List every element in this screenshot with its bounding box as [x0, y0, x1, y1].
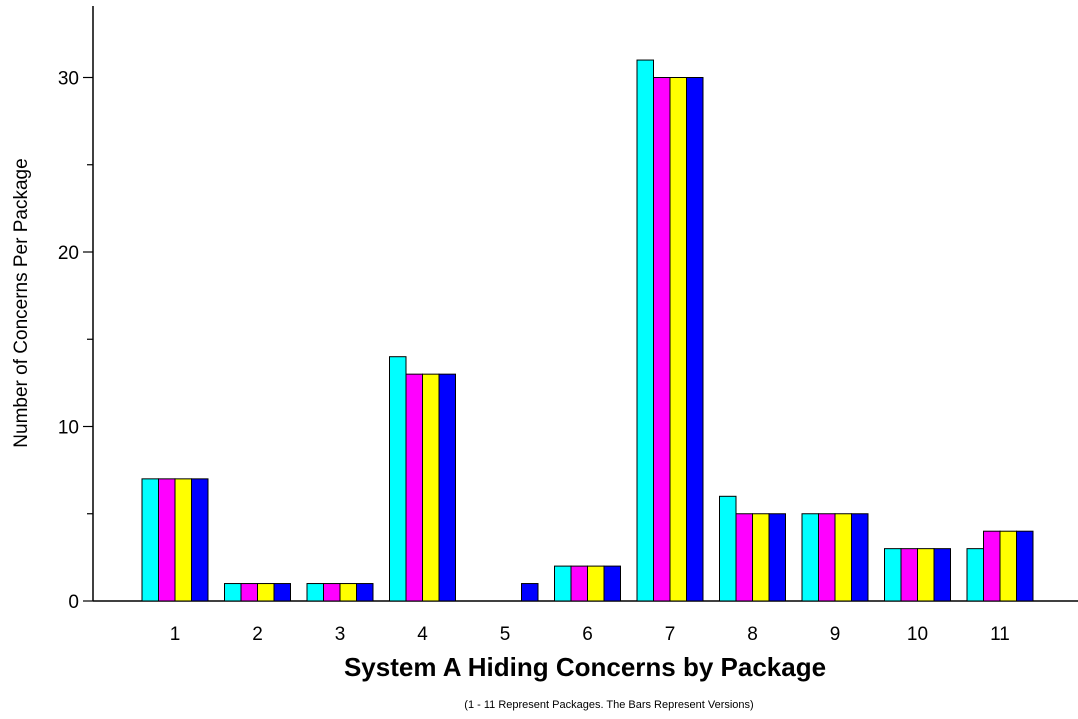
x-ticks: 1 2 3 4 5 6 7 8 9 10 11: [170, 624, 1010, 645]
bar-package-7-version-2: [653, 77, 671, 602]
x-tick-label: 4: [417, 624, 428, 645]
bar-package-4-version-4: [438, 373, 456, 602]
bar-package-2-version-3: [257, 583, 275, 602]
bar-package-3-version-2: [323, 583, 341, 602]
bar-package-10-version-2: [900, 548, 918, 602]
bar-package-3-version-3: [339, 583, 357, 602]
bar-package-6-version-1: [554, 565, 572, 602]
bar-package-2-version-2: [240, 583, 258, 602]
bar-package-10-version-4: [933, 548, 951, 602]
bar-package-4-version-3: [422, 373, 440, 602]
bar-package-11-version-4: [1016, 530, 1034, 602]
x-tick-label: 3: [335, 624, 346, 645]
bar-package-11-version-3: [999, 530, 1017, 602]
y-axis-label: Number of Concerns Per Package: [11, 158, 32, 447]
bar-package-4-version-2: [405, 373, 423, 602]
bar-package-9-version-3: [834, 513, 852, 602]
bar-package-3-version-4: [356, 583, 374, 602]
bar-package-9-version-2: [818, 513, 836, 602]
bar-package-8-version-2: [735, 513, 753, 602]
bar-package-1-version-1: [141, 478, 159, 602]
bar-package-1-version-2: [158, 478, 176, 602]
x-tick-label: 7: [665, 624, 676, 645]
x-tick-label: 2: [252, 624, 263, 645]
chart-subtitle: (1 - 11 Represent Packages. The Bars Rep…: [464, 699, 753, 711]
bar-package-6-version-3: [587, 565, 605, 602]
x-tick-label: 1: [170, 624, 181, 645]
bars: [141, 59, 1034, 602]
y-tick-label: 0: [68, 592, 79, 613]
x-tick-label: 8: [747, 624, 758, 645]
bar-package-6-version-2: [570, 565, 588, 602]
bar-package-9-version-1: [801, 513, 819, 602]
bar-package-11-version-2: [983, 530, 1001, 602]
x-tick-label: 9: [830, 624, 841, 645]
y-tick-label: 30: [58, 69, 79, 90]
bar-package-7-version-4: [686, 77, 704, 602]
x-tick-label: 5: [500, 624, 511, 645]
bar-package-1-version-4: [191, 478, 209, 602]
axes: [92, 6, 1078, 602]
x-tick-label: 10: [907, 624, 928, 645]
bar-package-6-version-4: [603, 565, 621, 602]
x-tick-label: 6: [582, 624, 593, 645]
bar-package-11-version-1: [966, 548, 984, 602]
bar-package-9-version-4: [851, 513, 869, 602]
bar-package-8-version-3: [752, 513, 770, 602]
bar-package-10-version-3: [917, 548, 935, 602]
bar-package-5-version-4: [521, 583, 539, 602]
x-tick-label: 11: [990, 624, 1010, 645]
y-ticks: 0 10 20 30: [58, 69, 93, 613]
chart-title: System A Hiding Concerns by Package: [344, 652, 826, 682]
bar-package-8-version-1: [719, 495, 737, 602]
bar-package-1-version-3: [174, 478, 192, 602]
bar-package-7-version-1: [636, 59, 654, 602]
bar-package-2-version-1: [224, 583, 242, 602]
bar-package-2-version-4: [273, 583, 291, 602]
bar-package-3-version-1: [306, 583, 324, 602]
y-tick-label: 20: [58, 243, 79, 264]
bar-package-10-version-1: [884, 548, 902, 602]
y-tick-label: 10: [58, 418, 79, 439]
bar-package-7-version-3: [669, 77, 687, 602]
bar-package-8-version-4: [768, 513, 786, 602]
bar-package-4-version-1: [389, 356, 407, 602]
